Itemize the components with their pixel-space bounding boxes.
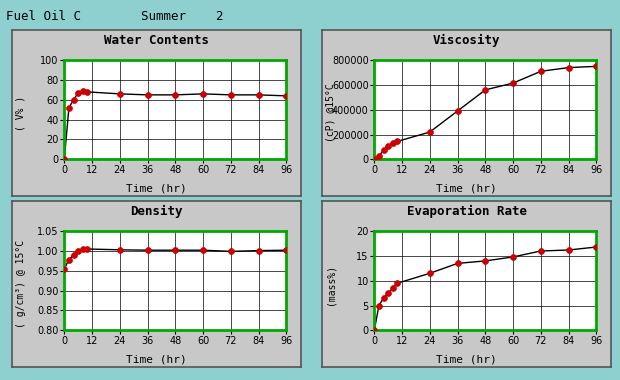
Point bbox=[69, 97, 79, 103]
Point bbox=[508, 80, 518, 86]
Point bbox=[60, 266, 69, 272]
Point bbox=[226, 249, 236, 255]
Text: Time (hr): Time (hr) bbox=[126, 184, 187, 194]
Point bbox=[170, 247, 180, 253]
Point bbox=[508, 254, 518, 260]
Point bbox=[198, 247, 208, 253]
Point bbox=[388, 285, 398, 291]
Point bbox=[143, 247, 153, 253]
Point bbox=[115, 247, 125, 253]
Text: Water Contents: Water Contents bbox=[104, 34, 209, 47]
Point bbox=[73, 90, 83, 96]
Point bbox=[69, 252, 79, 258]
Point bbox=[254, 247, 264, 253]
Point bbox=[453, 260, 463, 266]
Point bbox=[564, 247, 574, 253]
Point bbox=[392, 280, 402, 286]
Text: Density: Density bbox=[130, 205, 183, 218]
Point bbox=[379, 147, 389, 153]
Text: (mass%): (mass%) bbox=[326, 263, 335, 305]
Point bbox=[78, 246, 88, 252]
Point bbox=[388, 140, 398, 146]
Point bbox=[536, 248, 546, 254]
Point bbox=[564, 65, 574, 71]
Point bbox=[370, 156, 379, 162]
Point bbox=[383, 142, 393, 149]
Text: ( g/cm³) @ 15°C: ( g/cm³) @ 15°C bbox=[16, 240, 25, 328]
Text: (cP) @15°C: (cP) @15°C bbox=[326, 84, 335, 142]
Text: Evaporation Rate: Evaporation Rate bbox=[407, 205, 526, 218]
Point bbox=[115, 91, 125, 97]
Point bbox=[453, 108, 463, 114]
Point bbox=[82, 89, 92, 95]
Point bbox=[281, 93, 291, 99]
Point bbox=[374, 302, 384, 309]
Point bbox=[281, 247, 291, 253]
Point bbox=[143, 92, 153, 98]
Point bbox=[370, 327, 379, 333]
Text: Time (hr): Time (hr) bbox=[436, 184, 497, 194]
Point bbox=[480, 258, 490, 264]
Point bbox=[170, 92, 180, 98]
Point bbox=[64, 256, 74, 263]
Point bbox=[591, 63, 601, 70]
Point bbox=[392, 138, 402, 144]
Text: Fuel Oil C        Summer    2: Fuel Oil C Summer 2 bbox=[6, 10, 224, 22]
Point bbox=[60, 156, 69, 162]
Point bbox=[73, 248, 83, 254]
Point bbox=[64, 105, 74, 111]
Text: Viscosity: Viscosity bbox=[433, 34, 500, 47]
Point bbox=[379, 295, 389, 301]
Point bbox=[226, 92, 236, 98]
Point bbox=[425, 270, 435, 276]
Point bbox=[536, 68, 546, 74]
Point bbox=[254, 92, 264, 98]
Point bbox=[374, 153, 384, 159]
Text: Time (hr): Time (hr) bbox=[126, 355, 187, 365]
Point bbox=[480, 87, 490, 93]
Point bbox=[82, 246, 92, 252]
Text: ( V% ): ( V% ) bbox=[16, 95, 25, 131]
Point bbox=[78, 88, 88, 94]
Point bbox=[425, 129, 435, 135]
Text: Time (hr): Time (hr) bbox=[436, 355, 497, 365]
Point bbox=[591, 244, 601, 250]
Point bbox=[383, 290, 393, 296]
Point bbox=[198, 91, 208, 97]
